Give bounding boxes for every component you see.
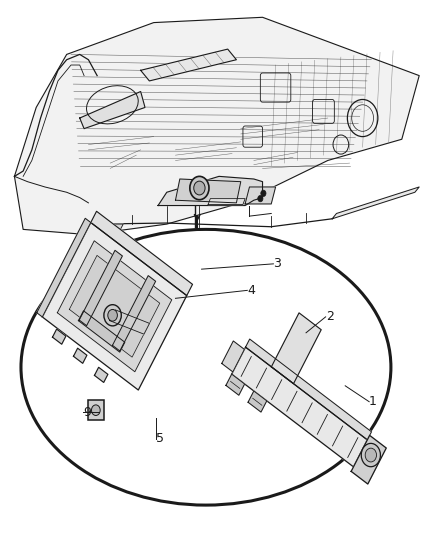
Circle shape — [258, 196, 263, 202]
Polygon shape — [232, 347, 367, 467]
Circle shape — [104, 305, 121, 326]
Polygon shape — [53, 329, 66, 344]
Circle shape — [190, 176, 209, 200]
Polygon shape — [141, 49, 237, 81]
Text: 2: 2 — [325, 310, 333, 324]
Polygon shape — [37, 219, 91, 317]
Text: 3: 3 — [273, 257, 281, 270]
Polygon shape — [246, 339, 371, 440]
Polygon shape — [245, 187, 276, 204]
Polygon shape — [272, 313, 321, 384]
Polygon shape — [110, 310, 149, 334]
Circle shape — [365, 448, 377, 462]
Circle shape — [108, 310, 117, 321]
Polygon shape — [42, 222, 187, 390]
Polygon shape — [351, 435, 386, 484]
Polygon shape — [226, 374, 244, 395]
Polygon shape — [91, 211, 193, 296]
Polygon shape — [78, 311, 125, 352]
Bar — [88, 400, 104, 420]
Ellipse shape — [21, 229, 391, 505]
Polygon shape — [113, 276, 155, 351]
Text: 5: 5 — [156, 432, 164, 446]
Polygon shape — [95, 367, 108, 382]
Polygon shape — [80, 92, 145, 128]
Polygon shape — [79, 251, 122, 326]
Polygon shape — [14, 17, 419, 235]
Polygon shape — [97, 224, 123, 232]
Text: 9: 9 — [83, 406, 91, 419]
Polygon shape — [57, 241, 172, 372]
Polygon shape — [208, 199, 245, 205]
Polygon shape — [222, 341, 244, 372]
Circle shape — [261, 190, 266, 197]
Circle shape — [92, 405, 100, 416]
Text: 4: 4 — [247, 284, 255, 297]
Circle shape — [194, 181, 205, 195]
Polygon shape — [248, 391, 267, 412]
Polygon shape — [69, 255, 160, 357]
Polygon shape — [74, 348, 87, 364]
Polygon shape — [158, 176, 262, 206]
Polygon shape — [332, 187, 419, 219]
Text: 1: 1 — [369, 395, 377, 408]
Polygon shape — [176, 179, 241, 203]
Circle shape — [361, 443, 381, 467]
